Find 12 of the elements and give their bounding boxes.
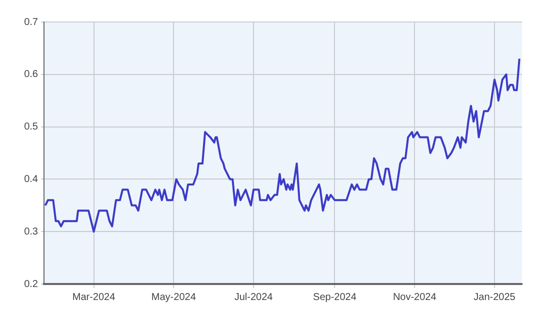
x-tick-label: May-2024 [151,292,196,303]
y-tick-label: 0.7 [24,16,38,28]
x-tick-label: Sep-2024 [313,292,357,303]
y-tick-label: 0.6 [24,69,38,80]
y-tick-label: 0.5 [24,122,38,133]
x-tick-label: Jul-2024 [234,292,274,303]
x-tick-label: Nov-2024 [392,292,437,303]
x-tick-label: Mar-2024 [72,292,116,303]
y-tick-label: 0.3 [24,226,38,238]
x-tick-label: Jan-2025 [474,292,516,303]
y-tick-label: 0.4 [24,174,38,185]
y-tick-label: 0.2 [24,278,38,290]
